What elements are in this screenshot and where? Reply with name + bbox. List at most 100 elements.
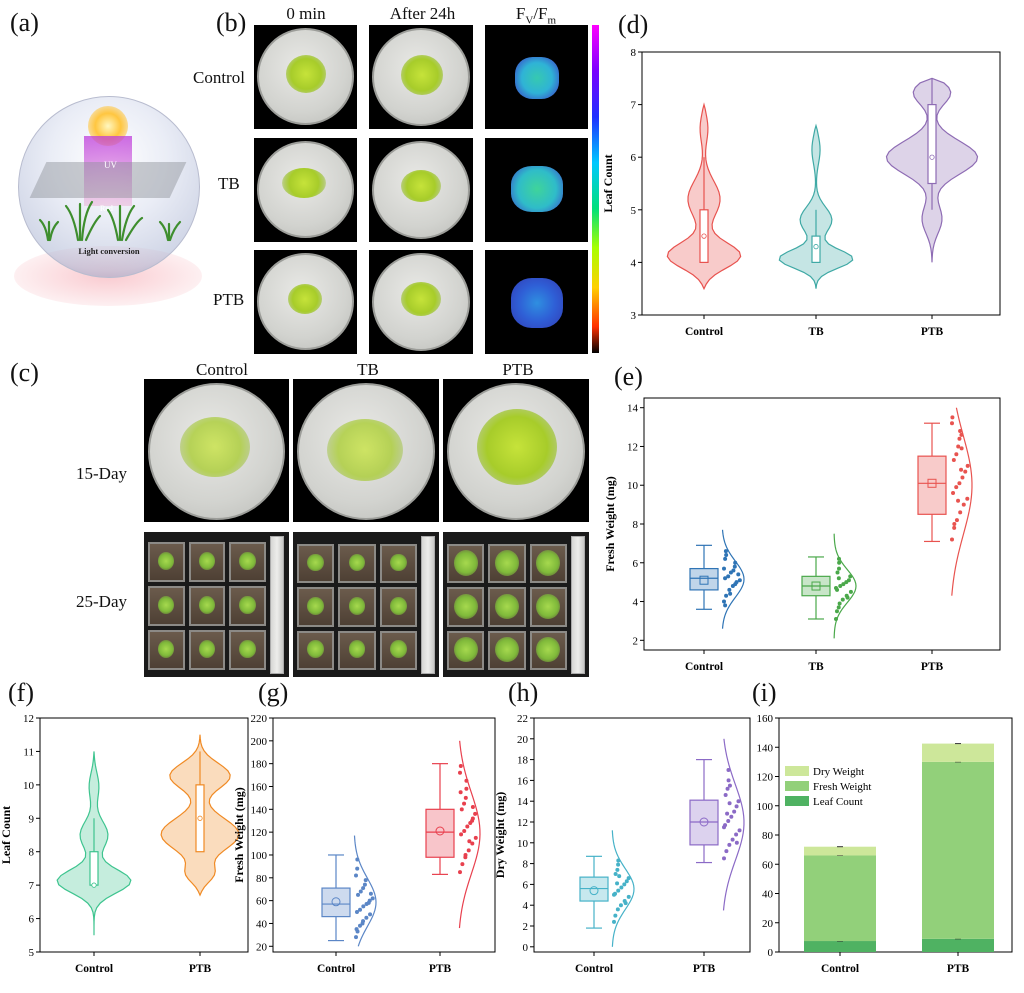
data-point-PTB — [463, 852, 468, 857]
data-point-PTB — [464, 786, 469, 791]
y-tick-label: 60 — [256, 896, 268, 908]
y-tick-label: 160 — [757, 713, 774, 725]
uv-label: UV — [104, 160, 117, 170]
row-label-ptb: PTB — [213, 290, 245, 309]
panel-label-a: (a) — [10, 8, 39, 37]
data-point-Control — [615, 907, 620, 912]
panel-label-e: (e) — [614, 362, 643, 391]
y-tick-label: 2 — [523, 921, 529, 933]
data-point-Control — [616, 862, 621, 867]
data-point-PTB — [727, 801, 732, 806]
x-tick-label: PTB — [189, 963, 212, 975]
y-tick-label: 80 — [762, 830, 774, 842]
data-point-PTB — [960, 475, 965, 480]
x-tick-label: Control — [575, 963, 613, 975]
data-point-PTB — [959, 467, 964, 472]
data-point-PTB — [954, 452, 959, 457]
photo-control-0min — [254, 25, 357, 129]
y-tick-label: 10 — [23, 780, 35, 792]
data-point-Control — [723, 576, 728, 581]
photo-ptb-0min — [254, 250, 357, 354]
y-tick-label: 20 — [256, 941, 268, 953]
data-point-Control — [358, 889, 363, 894]
mean-Control — [589, 886, 599, 896]
density-curve-Control — [353, 835, 377, 947]
y-tick-label: 160 — [251, 781, 268, 793]
y-tick-label: 40 — [256, 918, 268, 930]
data-point-Control — [360, 921, 365, 926]
data-point-PTB — [727, 842, 732, 847]
data-point-Control — [617, 874, 622, 879]
data-point-Control — [616, 858, 621, 863]
photo-15day-tb — [293, 379, 439, 522]
data-point-PTB — [954, 518, 959, 523]
data-point-Control — [361, 886, 366, 891]
data-point-PTB — [737, 828, 742, 833]
data-point-Control — [354, 927, 359, 932]
panel-label-b: (b) — [216, 8, 247, 37]
photo-tb-24h — [369, 138, 473, 242]
y-tick-label: 0 — [523, 942, 529, 954]
data-point-Control — [619, 885, 624, 890]
y-tick-label: 5 — [631, 205, 637, 217]
data-point-Control — [618, 903, 623, 908]
data-point-Control — [361, 904, 366, 909]
data-point-TB — [834, 585, 838, 590]
y-tick-label: 8 — [633, 519, 639, 531]
box-Control — [689, 567, 719, 591]
data-point-PTB — [727, 783, 732, 788]
bar-Leaf Count-Control — [804, 941, 876, 952]
mean-Control — [699, 575, 709, 585]
data-point-Control — [370, 896, 375, 901]
data-point-PTB — [957, 436, 962, 441]
x-tick-label: Control — [685, 661, 723, 673]
x-tick-label: Control — [821, 963, 859, 975]
data-point-PTB — [458, 790, 463, 795]
photo-15day-ptb — [443, 379, 589, 522]
x-tick-label: Control — [317, 963, 355, 975]
data-point-Control — [364, 915, 369, 920]
box-TB — [811, 235, 821, 264]
chart-e: 2 4 6 8 10 12 14 Control TB PTB Fresh Weight (mg) — [603, 397, 1001, 673]
legend-swatch — [785, 781, 809, 791]
data-point-PTB — [730, 837, 735, 842]
bar-Dry Weight-PTB — [922, 743, 994, 762]
panel-label-i: (i) — [752, 678, 777, 707]
data-point-PTB — [460, 862, 465, 867]
data-point-TB — [834, 616, 838, 621]
data-point-Control — [623, 901, 628, 906]
x-tick-label: Control — [685, 326, 723, 338]
data-point-TB — [838, 584, 843, 589]
data-point-PTB — [473, 835, 478, 840]
photo-25day-tb — [293, 532, 439, 677]
chart-f: 5 6 7 8 9 10 11 12 Control PTB Leaf Count — [0, 713, 249, 975]
y-tick-label: 11 — [23, 746, 34, 758]
bar-Dry Weight-Control — [804, 846, 876, 856]
data-point-Control — [612, 919, 616, 924]
density-curve-PTB — [458, 740, 481, 929]
data-point-PTB — [463, 795, 468, 800]
data-point-Control — [354, 935, 358, 940]
y-tick-label: 8 — [523, 859, 529, 871]
data-point-TB — [837, 566, 842, 571]
y-tick-label: 80 — [256, 873, 268, 885]
data-point-PTB — [473, 811, 478, 816]
legend: Dry Weight Fresh Weight Leaf Count — [785, 766, 872, 808]
y-tick-label: 120 — [251, 827, 268, 839]
y-tick-label: 100 — [251, 850, 268, 862]
x-tick-label: PTB — [947, 963, 970, 975]
data-point-Control — [612, 892, 616, 897]
y-tick-label: 14 — [517, 796, 529, 808]
density-curve-PTB — [951, 407, 973, 596]
fvfm-tb — [485, 138, 588, 242]
data-point-TB — [834, 609, 839, 614]
y-tick-label: 140 — [251, 804, 268, 816]
panel-label-f: (f) — [8, 678, 34, 707]
mean-Control — [91, 882, 97, 888]
c-col-ptb: PTB — [502, 360, 534, 379]
data-point-Control — [724, 553, 729, 558]
y-tick-label: 6 — [631, 152, 637, 164]
y-tick-label: 9 — [29, 813, 35, 825]
data-point-PTB — [961, 502, 966, 507]
